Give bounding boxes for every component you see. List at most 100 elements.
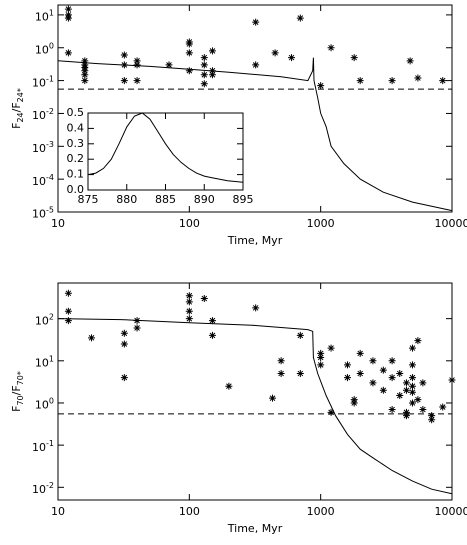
data-point — [269, 394, 277, 402]
data-point — [350, 396, 358, 404]
data-point — [185, 298, 193, 306]
tick-label: 10-3 — [32, 140, 54, 155]
tick-label: 10 — [51, 505, 65, 518]
data-point — [379, 386, 387, 394]
data-point — [208, 317, 216, 325]
data-point — [448, 376, 456, 384]
tick-label-base: 10 — [32, 483, 46, 496]
tick-label: 880 — [116, 193, 137, 206]
data-point — [120, 77, 128, 85]
data-point — [296, 331, 304, 339]
data-point — [396, 369, 404, 377]
data-point — [396, 392, 404, 400]
x-axis-label: Time, Myr — [227, 522, 283, 535]
data-point — [120, 340, 128, 348]
data-point — [200, 54, 208, 62]
data-point — [388, 357, 396, 365]
tick-label: 10 — [51, 217, 65, 230]
tick-label-base: 10 — [32, 208, 46, 221]
tick-label: 10-1 — [32, 74, 54, 89]
tick-label: 0.2 — [67, 152, 85, 165]
y-axis-label: F70/F70* — [10, 371, 25, 412]
data-point — [120, 329, 128, 337]
tick-label-exp: -4 — [46, 173, 54, 182]
tick-label: 10-4 — [32, 173, 54, 188]
data-point — [81, 57, 89, 65]
data-point — [419, 406, 427, 414]
data-point — [200, 71, 208, 79]
tick-label-base: 10 — [35, 399, 49, 412]
data-point — [64, 14, 72, 22]
data-point — [288, 54, 296, 62]
data-point — [133, 61, 141, 69]
data-point — [81, 64, 89, 72]
data-point — [208, 71, 216, 79]
tick-label: 890 — [194, 193, 215, 206]
tick-label-base: 10 — [32, 109, 46, 122]
data-point — [327, 408, 335, 416]
y-axis-label: F24/F24* — [10, 88, 25, 129]
tick-label-exp: 0 — [49, 41, 54, 50]
plot-frame — [57, 282, 453, 501]
tick-label-exp: -2 — [46, 481, 54, 490]
model-curve — [57, 318, 453, 495]
tick-label: 100 — [179, 217, 200, 230]
tick-label: 895 — [233, 193, 254, 206]
data-point — [408, 374, 416, 382]
data-point — [356, 349, 364, 357]
data-point — [225, 382, 233, 390]
tick-label-exp: 1 — [49, 9, 54, 18]
data-point — [414, 74, 422, 82]
data-point — [81, 71, 89, 79]
y-axis-label-part: /F — [10, 385, 23, 395]
data-point — [317, 82, 325, 90]
data-point — [277, 369, 285, 377]
tick-label-exp: -1 — [46, 439, 54, 448]
tick-label: 10000 — [435, 505, 467, 518]
data-point — [388, 77, 396, 85]
tick-label: 885 — [155, 193, 176, 206]
y-axis-label-part: 24 — [16, 112, 25, 122]
tick-label: 875 — [78, 193, 99, 206]
data-point — [428, 412, 436, 420]
tick-label: 10-1 — [32, 439, 54, 454]
data-point — [406, 57, 414, 65]
tick-label-exp: -3 — [46, 140, 54, 149]
data-point — [439, 77, 447, 85]
data-point — [327, 344, 335, 352]
tick-label-exp: 0 — [49, 397, 54, 406]
tick-label: 100 — [35, 41, 54, 56]
data-point — [64, 49, 72, 57]
data-point — [343, 361, 351, 369]
tick-label-exp: -5 — [46, 206, 54, 215]
data-point — [343, 374, 351, 382]
data-point — [408, 361, 416, 369]
data-point — [379, 366, 387, 374]
data-point — [408, 399, 416, 407]
tick-label: 100 — [35, 397, 54, 412]
tick-label-exp: 1 — [49, 354, 54, 363]
tick-label: 1000 — [307, 505, 335, 518]
data-point — [388, 406, 396, 414]
data-point — [388, 374, 396, 382]
data-point — [185, 49, 193, 57]
data-point — [200, 80, 208, 88]
tick-label: 10000 — [435, 217, 467, 230]
tick-label-base: 10 — [32, 441, 46, 454]
data-point — [296, 14, 304, 22]
data-point — [356, 369, 364, 377]
data-point — [317, 353, 325, 361]
tick-label-base: 10 — [35, 356, 49, 369]
y-axis-label-part: F — [10, 406, 23, 412]
data-point — [317, 361, 325, 369]
data-point — [327, 44, 335, 52]
y-axis-label-part: 24* — [16, 88, 25, 102]
data-point — [133, 317, 141, 325]
data-point — [185, 315, 193, 323]
tick-label: 10-2 — [32, 107, 54, 122]
tick-label: 101 — [35, 9, 54, 24]
data-point — [120, 374, 128, 382]
data-point — [414, 396, 422, 404]
tick-label-base: 10 — [35, 43, 49, 56]
